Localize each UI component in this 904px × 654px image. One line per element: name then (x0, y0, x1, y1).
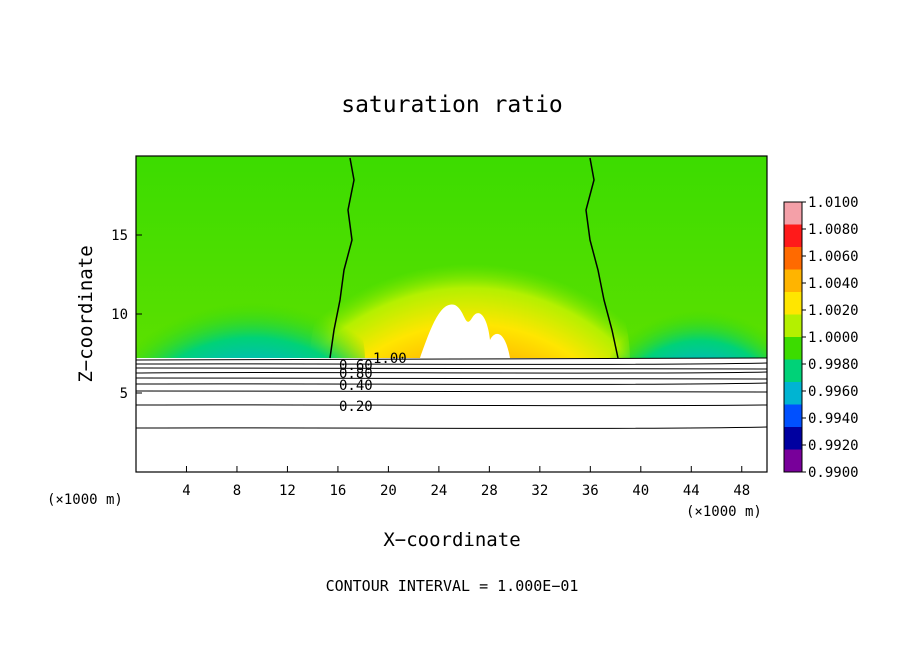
y-unit-right: (×1000 m) (686, 504, 762, 520)
colorbar-label-10: 0.9900 (808, 465, 859, 481)
colorbar-label-0: 1.0100 (808, 195, 859, 211)
x-tick-label-0: 4 (182, 483, 190, 499)
colorbar-label-5: 1.0000 (808, 330, 859, 346)
contour-label-5: 0.20 (339, 399, 373, 415)
contour-line-5 (136, 377, 767, 380)
colorbar-label-8: 0.9940 (808, 411, 859, 427)
contour-line-2 (136, 362, 767, 365)
contour-line-9 (136, 426, 767, 429)
x-tick-label-9: 40 (632, 483, 649, 499)
contour-line-3 (136, 367, 767, 370)
contour-line-left (329, 157, 355, 359)
colorbar-label-9: 0.9920 (808, 438, 859, 454)
saturated-blob (420, 304, 510, 358)
x-tick-label-4: 20 (380, 483, 397, 499)
x-axis-label: X−coordinate (383, 529, 520, 551)
y-tick-label-1: 10 (111, 307, 128, 323)
colorbar-segment-5 (784, 314, 802, 338)
lower-region (136, 358, 767, 472)
contour-label-2: 0.60 (339, 358, 373, 374)
contour-interval-note: CONTOUR INTERVAL = 1.000E−01 (326, 577, 579, 595)
colorbar-label-2: 1.0060 (808, 249, 859, 265)
colorbar-segment-9 (784, 404, 802, 428)
contour-label-1: 1.00 (373, 351, 407, 367)
colorbar (783, 201, 803, 473)
contour-line-7 (136, 390, 767, 393)
contour-label-4: 0.40 (339, 378, 373, 394)
y-tick-label-2: 15 (111, 228, 128, 244)
x-tick-label-11: 48 (733, 483, 750, 499)
contour-line-4 (136, 371, 767, 374)
y-axis-label: Z−coordinate (75, 245, 97, 382)
x-tick-label-6: 28 (481, 483, 498, 499)
x-axis-ticks: 4 8 12 16 20 24 28 32 36 40 44 48 (182, 466, 750, 499)
colorbar-segment-6 (784, 337, 802, 360)
x-tick-label-5: 24 (430, 483, 447, 499)
x-tick-label-2: 12 (279, 483, 296, 499)
y-axis-ticks: 5 10 15 (111, 228, 142, 402)
x-tick-label-7: 32 (531, 483, 548, 499)
x-unit-left: (×1000 m) (47, 492, 123, 508)
chart-title: saturation ratio (341, 92, 563, 118)
colorbar-label-1: 1.0080 (808, 222, 859, 238)
x-tick-label-10: 44 (683, 483, 700, 499)
x-tick-label-8: 36 (582, 483, 599, 499)
colorbar-segment-1 (784, 224, 802, 248)
colorbar-segment-8 (784, 382, 802, 405)
colorbar-label-7: 0.9960 (808, 384, 859, 400)
plot-area: 1.00 0.60 0.80 0.40 0.20 (136, 156, 767, 472)
contour-label-3: 0.80 (339, 366, 373, 382)
x-tick-label-3: 16 (329, 483, 346, 499)
colorbar-segment-2 (784, 247, 802, 270)
contour-line-1 (136, 357, 767, 361)
colorbar-segment-11 (784, 449, 802, 473)
colorbar-label-3: 1.0040 (808, 276, 859, 292)
x-tick-label-1: 8 (233, 483, 241, 499)
colorbar-labels: 1.0100 1.0080 1.0060 1.0040 1.0020 1.0000 0.99… (802, 195, 859, 481)
y-tick-label-0: 5 (120, 386, 128, 402)
colorbar-segment-4 (784, 292, 802, 315)
colorbar-segment-7 (784, 359, 802, 383)
colorbar-label-6: 0.9980 (808, 357, 859, 373)
contour-line-6 (136, 382, 767, 385)
contour-line-right (585, 157, 619, 359)
contour-line-8 (136, 404, 767, 407)
colorbar-label-4: 1.0020 (808, 303, 859, 319)
colorbar-segment-3 (784, 269, 802, 293)
colorbar-segment-10 (784, 427, 802, 450)
colorbar-segment-0 (784, 202, 802, 225)
